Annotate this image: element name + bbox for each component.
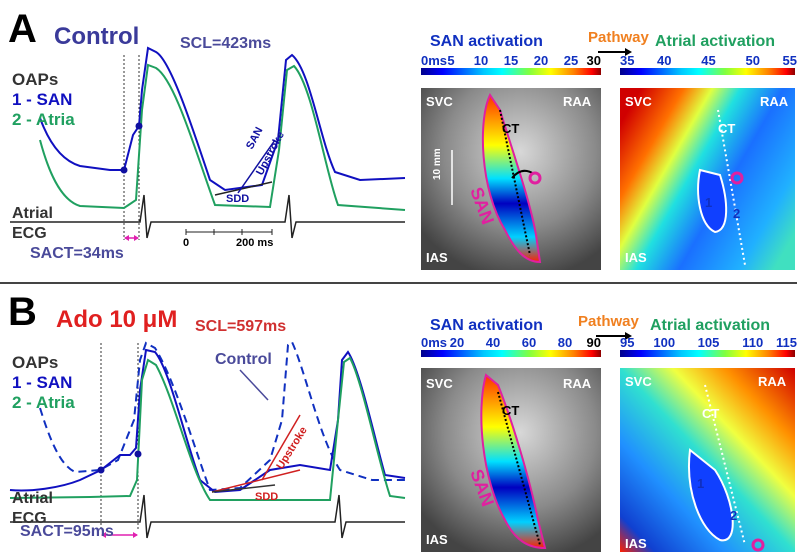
ecg-label: Atrial [12, 205, 53, 222]
colorbar-tick: 30 [587, 53, 601, 68]
map-label: CT [502, 403, 519, 418]
colorbar-tick: 90 [587, 335, 601, 350]
map-label: 2 [733, 206, 740, 221]
colorbar-tick: 40 [657, 53, 671, 68]
cycle-length: SCL=597ms [195, 318, 286, 335]
colorbar-tick: 80 [558, 335, 572, 350]
colorbar-tick: 5 [447, 53, 454, 68]
colorbar-tick: 115 [776, 335, 797, 350]
panel-letter: A [8, 7, 37, 51]
colorbar-tick: 105 [698, 335, 720, 350]
colorbar-tick: 50 [746, 53, 760, 68]
map-title: SAN activation [430, 317, 543, 334]
colorbar-tick: 35 [620, 53, 634, 68]
traces-a [10, 48, 405, 241]
sact: SACT=95ms [20, 523, 114, 540]
figure: AControlSCL=423msOAPs1 - SAN2 - AtriaSAN… [0, 0, 797, 559]
map-label: 2 [730, 508, 737, 523]
colorbar-tick: 20 [534, 53, 548, 68]
colorbar-tick: 40 [486, 335, 500, 350]
map-label: SVC [426, 376, 453, 391]
map-label: SVC [625, 94, 652, 109]
annotation: SDD [255, 491, 278, 503]
map-label: CT [702, 406, 719, 421]
colorbar-tick: 0ms [421, 53, 447, 68]
map-label: RAA [563, 94, 592, 109]
annotation: SDD [226, 193, 249, 205]
maps-a [421, 48, 795, 270]
map-label: RAA [563, 376, 592, 391]
traces-b [10, 342, 405, 538]
panel-letter: B [8, 290, 37, 334]
colorbar-tick: 110 [742, 335, 763, 350]
map-label: CT [502, 121, 519, 136]
colorbar-tick: 25 [564, 53, 578, 68]
colorbar-tick: 55 [783, 53, 797, 68]
map-label: RAA [760, 94, 789, 109]
annotation: Control [215, 351, 272, 368]
map-label: 1 [697, 476, 704, 491]
colorbar-tick: 10 [474, 53, 488, 68]
colorbar-tick: 60 [522, 335, 536, 350]
map-label: 1 [705, 195, 712, 210]
ecg-label: Atrial [12, 490, 53, 507]
legend-san: 1 - SAN [12, 373, 72, 392]
legend-title: OAPs [12, 353, 58, 372]
legend-title: OAPs [12, 70, 58, 89]
scale-label: 200 ms [236, 237, 273, 249]
scale-label: 0 [183, 237, 189, 249]
pathway: Pathway [588, 29, 650, 46]
colorbar-tick: 45 [701, 53, 715, 68]
legend-san: 1 - SAN [12, 90, 72, 109]
annotation: Upstroke [274, 425, 309, 472]
sact: SACT=34ms [30, 245, 124, 262]
colorbar-tick: 95 [620, 335, 634, 350]
condition: Control [54, 23, 139, 50]
condition: Ado 10 μM [56, 306, 177, 333]
ecg-label: ECG [12, 225, 47, 242]
legend-atria: 2 - Atria [12, 110, 75, 129]
maps-b [421, 332, 795, 552]
colorbar-tick: 100 [653, 335, 675, 350]
map-title: Atrial activation [655, 33, 775, 50]
map-label: IAS [426, 532, 448, 547]
pathway: Pathway [578, 313, 640, 330]
legend-atria: 2 - Atria [12, 393, 75, 412]
map-label: IAS [625, 250, 647, 265]
map-label: IAS [426, 250, 448, 265]
map-title: SAN activation [430, 33, 543, 50]
map-label: 10 mm [432, 148, 443, 180]
map-title: Atrial activation [650, 317, 770, 334]
map-label: CT [718, 121, 735, 136]
colorbar-tick: 20 [450, 335, 464, 350]
colorbar-tick: 0ms [421, 335, 447, 350]
map-label: SVC [426, 94, 453, 109]
annotation: SAN [244, 125, 266, 151]
map-label: RAA [758, 374, 787, 389]
colorbar-tick: 15 [504, 53, 518, 68]
map-label: SVC [625, 374, 652, 389]
map-label: IAS [625, 536, 647, 551]
cycle-length: SCL=423ms [180, 35, 271, 52]
